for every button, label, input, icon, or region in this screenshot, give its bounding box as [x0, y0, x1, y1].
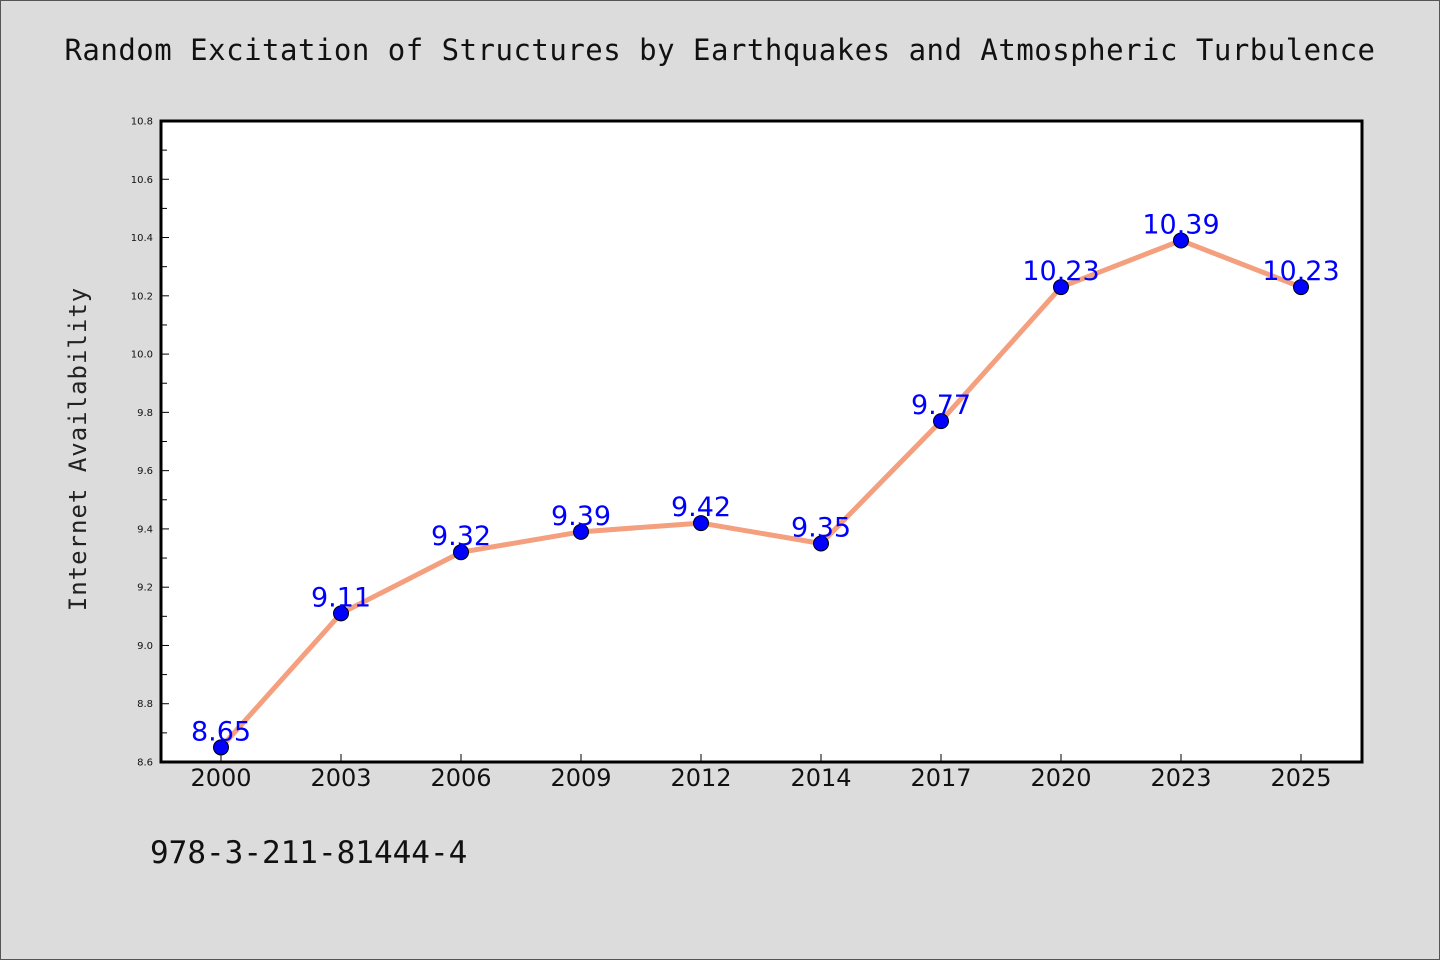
x-axis: 2000 2003 2006 2009 2012 2014 2017 2020 2023 2025 — [190, 754, 1332, 792]
data-point — [1053, 279, 1069, 296]
series-group: 8.65 9.11 9.32 9.39 9.42 9.35 9.77 10.23 10.39 10… — [191, 209, 1340, 756]
data-label: 10.23 — [1262, 256, 1339, 287]
data-point — [933, 413, 949, 430]
data-point — [813, 535, 829, 552]
y-tick-label: 8.8 — [137, 699, 153, 710]
data-point — [1173, 232, 1189, 249]
data-point — [573, 523, 589, 540]
data-point — [333, 605, 349, 622]
data-label: 9.11 — [311, 582, 371, 613]
data-label: 9.35 — [791, 512, 851, 543]
x-tick-label: 2009 — [550, 764, 611, 792]
x-tick-label: 2012 — [670, 764, 731, 792]
x-tick-label: 2000 — [190, 764, 251, 792]
y-tick-label: 10.6 — [131, 175, 153, 186]
data-label: 9.32 — [431, 521, 491, 552]
y-tick-label: 9.2 — [137, 583, 153, 594]
isbn-text: 978-3-211-81444-4 — [150, 835, 468, 871]
data-label: 9.42 — [671, 492, 731, 523]
x-tick-label: 2023 — [1150, 764, 1211, 792]
y-tick-label: 9.8 — [137, 408, 153, 419]
data-label: 8.65 — [191, 716, 251, 747]
y-tick-label: 10.4 — [131, 233, 153, 244]
x-tick-label: 2014 — [790, 764, 851, 792]
data-point — [693, 515, 709, 532]
data-point — [1293, 279, 1309, 296]
y-tick-label: 10.8 — [131, 117, 153, 128]
x-tick-label: 2025 — [1270, 764, 1331, 792]
x-tick-label: 2017 — [910, 764, 971, 792]
y-tick-label: 9.6 — [137, 466, 153, 477]
x-tick-label: 2003 — [310, 764, 371, 792]
data-label: 9.77 — [911, 390, 971, 421]
y-tick-label: 9.0 — [137, 641, 153, 652]
plot-area — [159, 119, 1364, 764]
x-tick-label: 2006 — [430, 764, 491, 792]
chart-title: Random Excitation of Structures by Earth… — [64, 33, 1376, 67]
data-label: 10.23 — [1022, 256, 1099, 287]
x-tick-label: 2020 — [1030, 764, 1091, 792]
y-axis-label: Internet Availability — [64, 287, 92, 611]
data-point — [213, 739, 229, 756]
y-tick-label: 8.6 — [137, 758, 153, 769]
y-axis: 8.6 8.8 9.0 9.2 9.4 9.6 9.8 10.0 10.2 10.4 10.6 10.… — [131, 117, 169, 769]
data-label: 10.39 — [1142, 209, 1219, 240]
y-tick-label: 10.0 — [131, 350, 153, 361]
data-point — [453, 544, 469, 561]
series-line — [218, 237, 1304, 750]
y-tick-label: 9.4 — [137, 524, 153, 535]
y-tick-label: 10.2 — [131, 291, 153, 302]
data-label: 9.39 — [551, 501, 611, 532]
